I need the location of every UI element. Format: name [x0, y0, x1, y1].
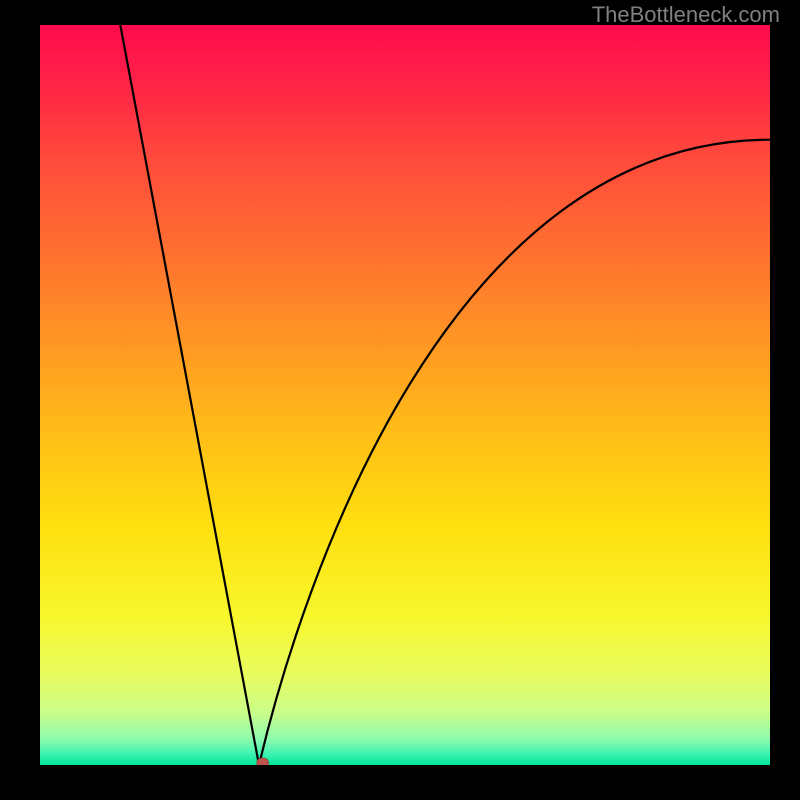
watermark-text: TheBottleneck.com [592, 2, 780, 28]
gradient-background [40, 25, 770, 765]
gradient-plot-area [40, 25, 770, 765]
chart-container: TheBottleneck.com [0, 0, 800, 800]
